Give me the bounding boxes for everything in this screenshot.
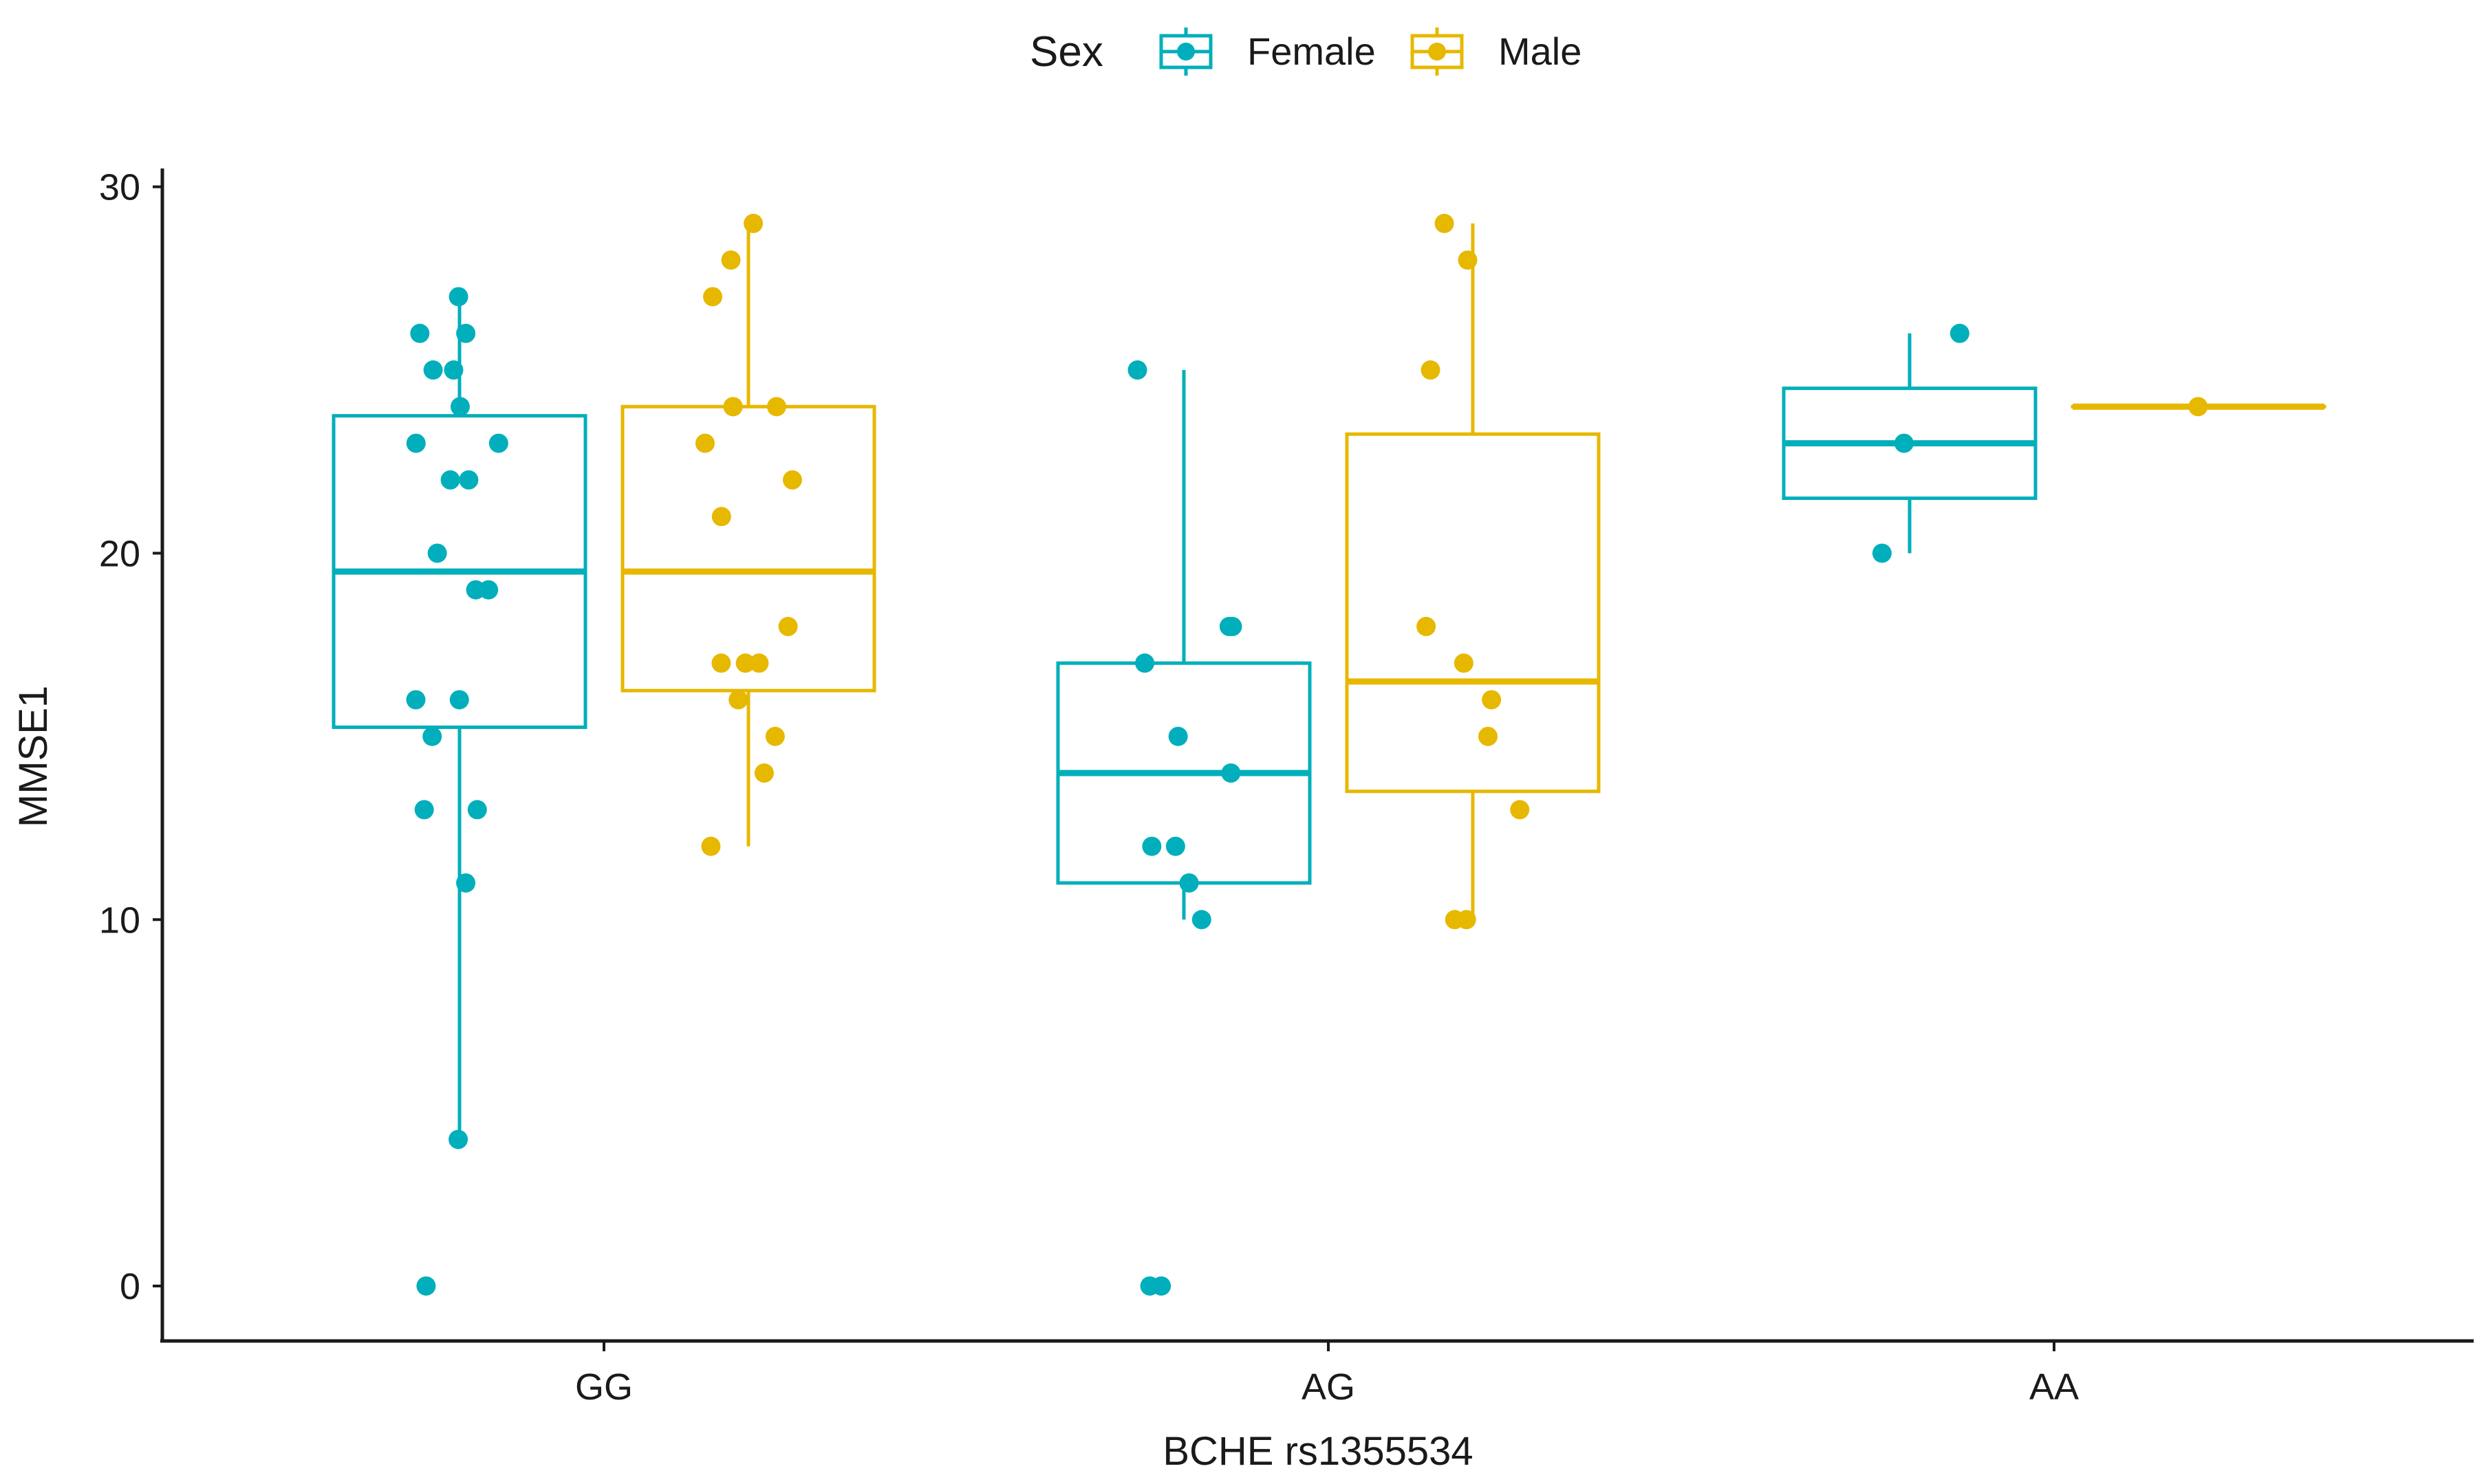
legend: Sex Female Male xyxy=(1030,28,1581,76)
y-tick-label: 20 xyxy=(99,533,140,574)
axes: 0 10 20 30 GG AG AA xyxy=(99,167,2474,1408)
data-point xyxy=(449,1129,468,1149)
y-tick-label: 10 xyxy=(99,899,140,941)
legend-item-female: Female xyxy=(1159,28,1376,76)
x-axis-title: BCHE rs1355534 xyxy=(1163,1429,1473,1474)
data-point xyxy=(1478,726,1498,746)
data-point xyxy=(1168,726,1188,746)
data-point xyxy=(1165,836,1185,856)
data-point xyxy=(1135,653,1155,673)
data-point xyxy=(440,470,460,490)
data-point xyxy=(1510,800,1530,820)
data-point xyxy=(488,433,508,453)
data-point xyxy=(449,690,469,710)
legend-key-point xyxy=(1428,43,1446,61)
x-tick-label: GG xyxy=(575,1366,633,1408)
data-point xyxy=(711,507,731,527)
data-point xyxy=(1894,433,1914,453)
x-tick-label: AG xyxy=(1302,1366,1355,1408)
legend-label: Male xyxy=(1498,30,1581,73)
data-point xyxy=(467,800,487,820)
data-point xyxy=(466,580,486,600)
data-point xyxy=(1222,617,1242,637)
data-point xyxy=(427,543,447,563)
data-point xyxy=(1872,543,1892,563)
data-point xyxy=(703,287,723,307)
legend-label: Female xyxy=(1247,30,1376,73)
data-point xyxy=(1482,690,1502,710)
data-point xyxy=(2188,397,2208,417)
box xyxy=(620,404,876,692)
data-point xyxy=(410,323,430,343)
data-point xyxy=(728,690,748,710)
data-point xyxy=(749,653,769,673)
data-point xyxy=(456,873,476,893)
data-point xyxy=(1416,617,1436,637)
data-point xyxy=(744,213,764,233)
data-point xyxy=(1127,360,1147,380)
y-axis-title: MMSE1 xyxy=(11,686,56,827)
data-point xyxy=(1179,873,1199,893)
data-point xyxy=(1434,213,1454,233)
data-point xyxy=(778,617,798,637)
legend-title: Sex xyxy=(1030,28,1103,76)
data-point xyxy=(1221,763,1241,783)
data-point xyxy=(766,397,786,417)
box xyxy=(1345,432,1601,794)
data-point xyxy=(735,653,755,673)
data-point xyxy=(1191,910,1211,930)
data-point xyxy=(414,800,434,820)
y-tick-label: 30 xyxy=(99,167,140,208)
data-point xyxy=(723,397,743,417)
data-point xyxy=(1142,836,1162,856)
data-point xyxy=(449,287,468,307)
data-point xyxy=(406,690,426,710)
plot-area xyxy=(332,213,2326,1296)
data-point xyxy=(1456,910,1476,930)
data-point xyxy=(695,433,715,453)
data-point xyxy=(459,470,479,490)
data-point xyxy=(422,726,442,746)
data-point xyxy=(423,360,443,380)
data-point xyxy=(1950,323,1969,343)
data-point xyxy=(765,726,785,746)
data-point xyxy=(1421,360,1440,380)
data-point xyxy=(711,653,731,673)
data-point xyxy=(721,250,741,270)
y-tick-label: 0 xyxy=(120,1266,140,1307)
data-point xyxy=(456,323,476,343)
series-male xyxy=(620,213,2326,930)
data-point xyxy=(701,836,721,856)
x-tick-label: AA xyxy=(2029,1366,2079,1408)
legend-key-point xyxy=(1177,43,1195,61)
data-point xyxy=(450,397,470,417)
data-point xyxy=(1458,250,1478,270)
data-point xyxy=(782,470,802,490)
series-female xyxy=(332,287,2038,1296)
data-point xyxy=(416,1276,436,1296)
legend-item-male: Male xyxy=(1410,28,1581,76)
data-point xyxy=(1140,1276,1160,1296)
data-point xyxy=(444,360,464,380)
data-point xyxy=(754,763,774,783)
data-point xyxy=(406,433,426,453)
data-point xyxy=(1454,653,1473,673)
